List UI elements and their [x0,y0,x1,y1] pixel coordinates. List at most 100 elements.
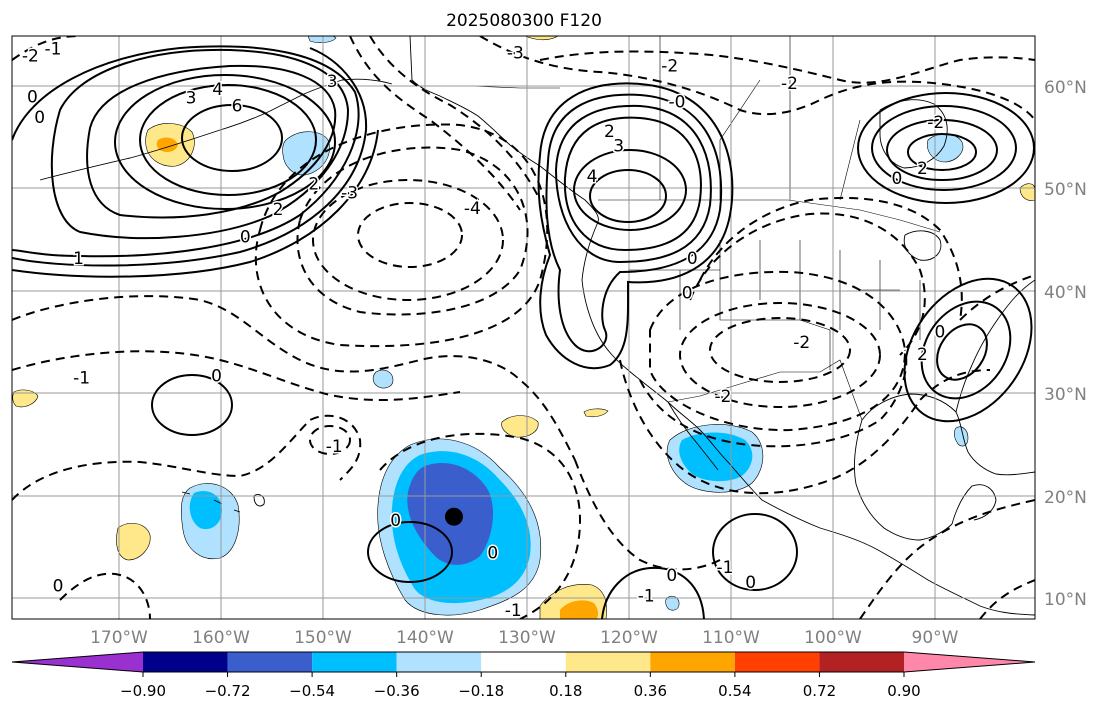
contour-label: 0 [934,323,945,343]
dashed-mid-pac-1 [357,202,463,268]
colorbar-tick-label: 0.72 [803,682,836,700]
contour-alaska-7 [12,47,368,267]
gulf-of-mexico-coast [861,393,1035,476]
dashed-south-pac [59,572,151,619]
colorbar: −0.90 −0.72 −0.54 −0.36 −0.18 0.18 0.36 0.54 0.7… [11,651,1036,700]
dashed-mid-pac-8 [12,350,461,401]
contour-pnw-1 [589,169,667,223]
contour-hb-3 [871,105,1017,191]
hawaii-negative-core [189,490,222,530]
dashed-small-low [309,425,351,455]
lon-label: 160°W [192,628,250,648]
colorbar-segment [650,652,735,672]
colorbar-tick-label: −0.54 [289,682,335,700]
contour-label: -2 [781,74,798,94]
contour-se-2 [920,300,1012,400]
colorbar-segment [143,652,228,672]
contour-alaska-1 [181,104,283,172]
contour-label: 2 [308,174,319,194]
contour-label: 0 [487,544,498,564]
north-america-west-coast [581,221,763,501]
positive-anomaly-2 [12,389,39,408]
lat-label: 30°N [1044,385,1087,405]
yucatan [951,484,997,525]
contour-label: -2 [793,333,810,353]
florida [955,364,973,413]
positive-anomaly-3 [501,415,539,438]
contour-pnw-3 [563,116,702,252]
contour-pnw-2 [573,149,687,231]
contour-label: 2 [917,159,928,179]
colorbar-segment [734,652,820,672]
lon-label: 90°W [912,628,959,648]
colorbar-tick-label: −0.36 [374,682,420,700]
small-negative-1 [372,369,394,389]
contour-subtrop-high [151,374,233,436]
contour-label: 0 [745,573,756,593]
lat-label: 40°N [1044,283,1087,303]
small-negative-2 [282,131,330,176]
contour-pnw-4 [554,104,712,264]
lon-label: 130°W [498,628,556,648]
dashed-sw-us-low-3 [649,270,907,432]
lon-label: 150°W [294,628,352,648]
dashed-east-pac [574,459,721,571]
contour-label: 3 [613,136,624,156]
colorbar-extend-max [904,652,1035,672]
contour-pnw-6 [537,82,734,370]
aleutian-chain [39,78,393,181]
contour-alaska-5 [50,48,350,240]
dashed-mid-pac-3 [296,146,529,316]
storm-center-marker [444,507,463,526]
contour-label: 0 [687,249,698,269]
map-frame [11,35,1036,620]
contour-alaska-4 [86,64,337,219]
positive-anomaly-4 [583,408,609,418]
dashed-southeast-2 [979,579,1035,619]
small-negative-5 [665,595,680,611]
contour-label: 2 [604,122,615,142]
contour-label: 3 [186,88,197,108]
colorbar-segment [227,652,313,672]
contour-hb-1 [907,133,977,171]
dashed-ne [959,274,1035,321]
contour-label: 0 [53,576,64,596]
map-title: 2025080300 F120 [446,11,602,31]
lat-label: 60°N [1044,78,1087,98]
contour-alaska-2 [139,84,317,196]
colorbar-segment [396,652,482,672]
contour-label: 0 [666,566,677,586]
colorbar-extend-min [12,652,143,672]
dashed-mid-pac-7 [12,295,576,461]
positive-anomaly-1 [116,522,151,561]
dashed-na-1 [699,196,963,321]
contour-storm-loop [367,521,453,583]
dashed-arc-9 [12,414,362,501]
dashed-mexico-2 [619,359,991,495]
contour-label: -1 [73,369,90,389]
contour-label: 1 [73,249,84,269]
solid-contours [12,45,1035,619]
contour-label: 0 [891,169,902,189]
alaska-coast [409,36,599,223]
us-mexico-border [667,359,863,421]
lon-label: 100°W [804,628,862,648]
contour-label: 0 [211,367,222,387]
contour-label: -1 [44,39,61,59]
contour-label: 4 [212,80,223,100]
dashed-sw-us-low-1 [709,317,851,383]
borders [412,36,941,421]
canada-us-border [598,199,941,233]
contour-hb-2 [886,119,998,181]
lat-label: 20°N [1044,488,1087,508]
colorbar-tick-label: 0.36 [634,682,667,700]
canada-province-lines [659,36,861,201]
us-state-lines [628,240,921,370]
contour-label: -2 [927,113,944,133]
contour-label: 2 [917,345,928,365]
dashed-contours [12,36,1035,619]
contour-label: 0 [27,87,38,107]
contour-label: 0 [682,284,693,304]
